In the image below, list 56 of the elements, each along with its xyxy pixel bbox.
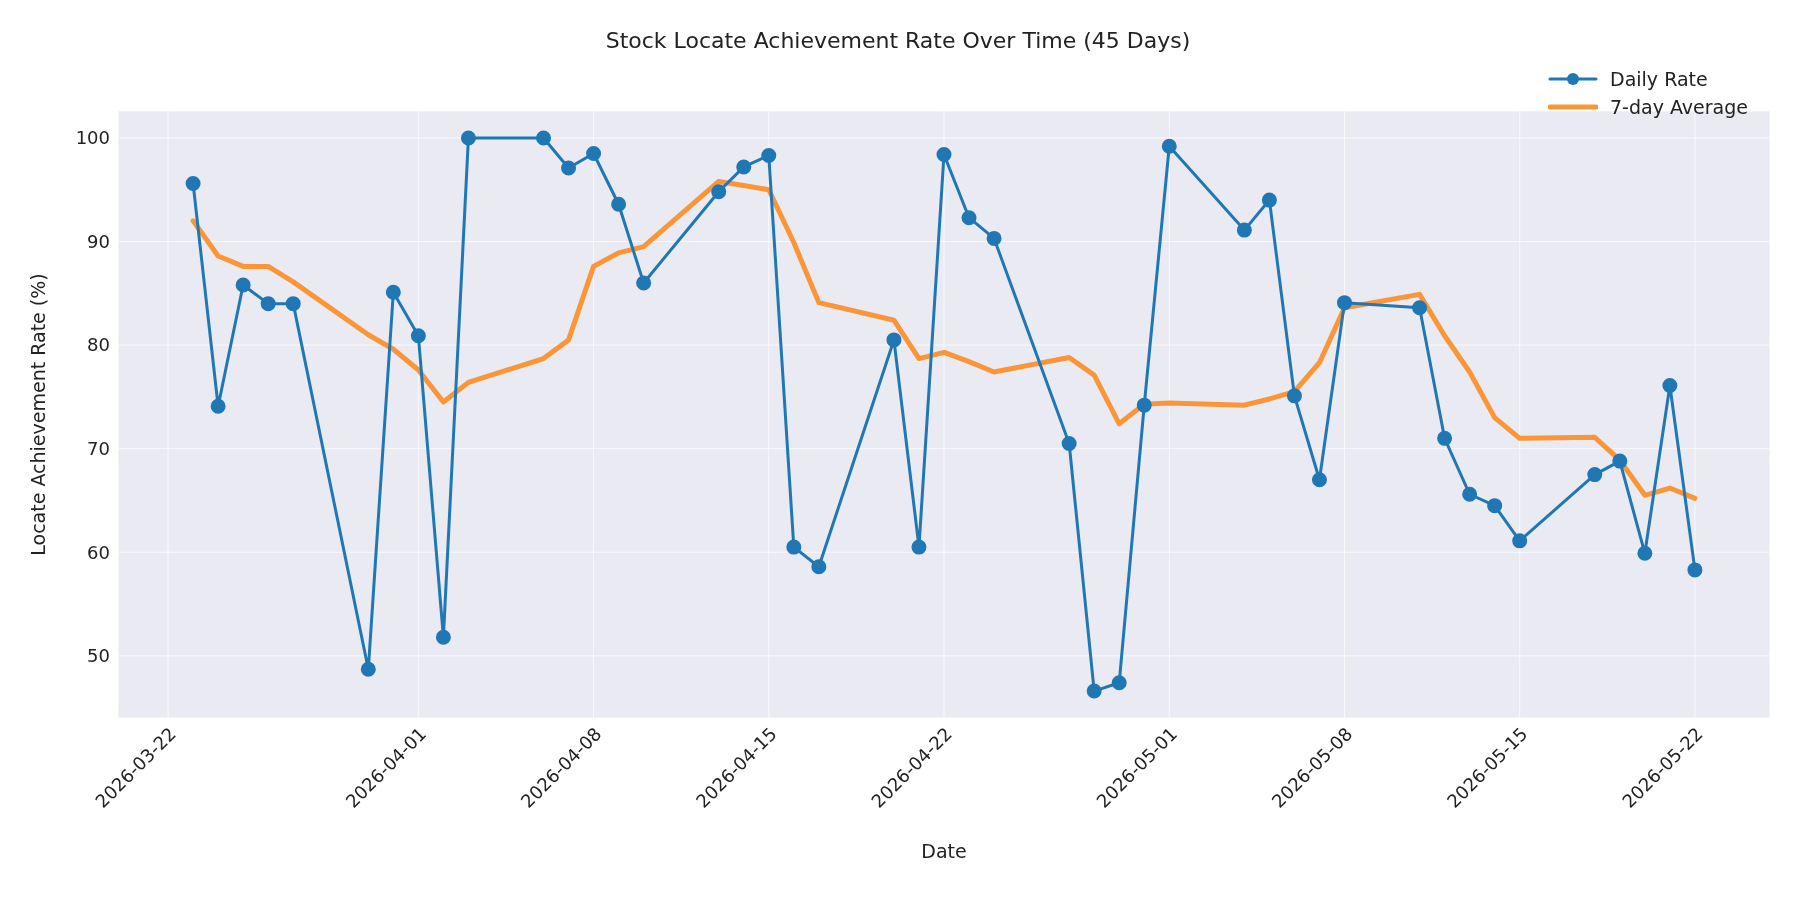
point xyxy=(886,332,902,348)
point xyxy=(435,629,451,645)
point xyxy=(285,296,301,312)
point xyxy=(536,130,552,146)
point xyxy=(1637,545,1653,561)
point xyxy=(360,661,376,677)
point xyxy=(1687,562,1703,578)
y-tick-label: 80 xyxy=(87,334,110,356)
point xyxy=(586,145,602,161)
point xyxy=(1487,498,1503,514)
x-axis-title: Date xyxy=(921,840,967,862)
point xyxy=(1061,436,1077,451)
point xyxy=(1336,295,1352,311)
point xyxy=(611,196,627,212)
point xyxy=(1612,453,1628,469)
point xyxy=(185,176,201,192)
point xyxy=(561,160,577,176)
point xyxy=(1111,675,1127,691)
point xyxy=(1412,300,1428,316)
point xyxy=(786,539,802,555)
chart-title: Stock Locate Achievement Rate Over Time (45 Days) xyxy=(604,28,1192,53)
y-tick-label: 60 xyxy=(87,541,110,563)
y-tick-label: 100 xyxy=(75,127,110,149)
point xyxy=(911,539,927,555)
point xyxy=(1136,397,1152,413)
point xyxy=(410,328,426,344)
y-tick-label: 90 xyxy=(87,230,110,252)
legend-label: 7-day Average xyxy=(1610,96,1748,118)
point xyxy=(811,559,827,575)
point xyxy=(711,184,727,200)
point xyxy=(1261,192,1277,208)
y-axis-title: Locate Achievement Rate (%) xyxy=(26,273,49,556)
point xyxy=(460,130,476,146)
point xyxy=(1437,430,1453,446)
y-tick-label: 50 xyxy=(87,645,110,667)
point xyxy=(986,230,1002,246)
point xyxy=(1462,486,1478,502)
point xyxy=(1587,467,1603,483)
point xyxy=(1662,378,1678,393)
point xyxy=(1161,138,1177,154)
point xyxy=(636,275,652,291)
point xyxy=(210,398,226,414)
point xyxy=(961,210,977,226)
point xyxy=(385,284,401,300)
legend-label: Daily Rate xyxy=(1610,68,1708,90)
point xyxy=(260,296,276,312)
point xyxy=(1086,683,1102,699)
point xyxy=(761,148,777,164)
y-tick-label: 70 xyxy=(87,438,110,460)
point xyxy=(1236,222,1252,238)
point xyxy=(235,277,251,293)
point xyxy=(936,147,952,163)
point xyxy=(736,159,752,175)
point xyxy=(1311,472,1327,488)
point xyxy=(1286,388,1302,404)
point xyxy=(1512,533,1528,549)
